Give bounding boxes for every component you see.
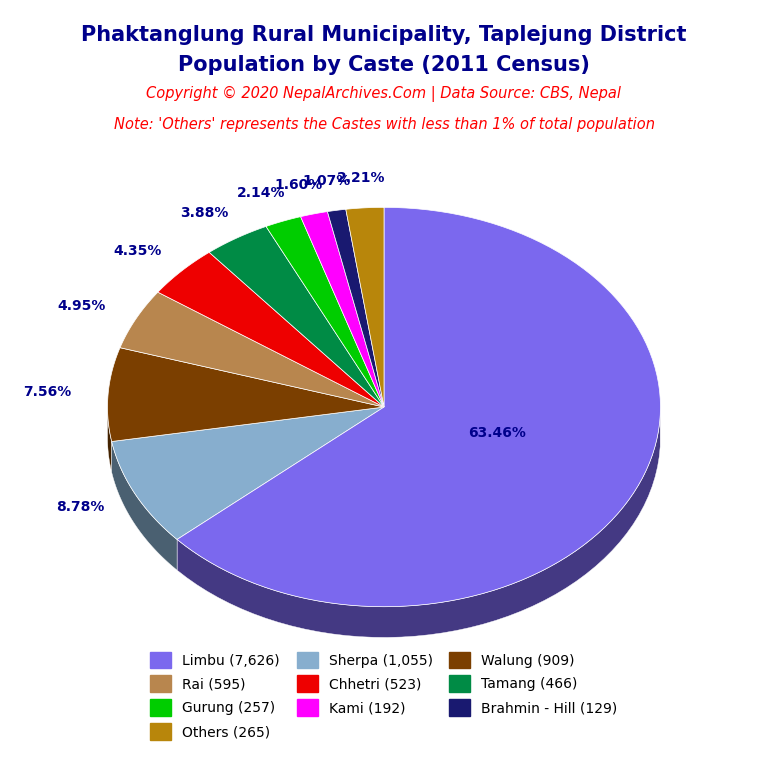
Text: 63.46%: 63.46% (468, 426, 526, 440)
Polygon shape (327, 209, 384, 407)
Polygon shape (300, 211, 384, 407)
Text: Note: 'Others' represents the Castes with less than 1% of total population: Note: 'Others' represents the Castes wit… (114, 117, 654, 132)
Text: 2.14%: 2.14% (237, 187, 285, 200)
Text: 8.78%: 8.78% (56, 500, 104, 514)
Polygon shape (177, 207, 660, 607)
Text: 1.60%: 1.60% (274, 178, 323, 192)
Polygon shape (111, 442, 177, 570)
Text: 4.95%: 4.95% (57, 299, 105, 313)
Text: 7.56%: 7.56% (23, 386, 71, 399)
Text: Population by Caste (2011 Census): Population by Caste (2011 Census) (178, 55, 590, 75)
Polygon shape (108, 348, 384, 442)
Legend: Limbu (7,626), Rai (595), Gurung (257), Others (265), Sherpa (1,055), Chhetri (5: Limbu (7,626), Rai (595), Gurung (257), … (145, 646, 623, 746)
Text: 3.88%: 3.88% (180, 206, 228, 220)
Text: 4.35%: 4.35% (113, 243, 161, 257)
Polygon shape (108, 408, 111, 472)
Polygon shape (177, 416, 660, 637)
Text: 1.07%: 1.07% (302, 174, 350, 188)
Polygon shape (120, 292, 384, 407)
Text: 2.21%: 2.21% (336, 171, 385, 185)
Text: Phaktanglung Rural Municipality, Taplejung District: Phaktanglung Rural Municipality, Tapleju… (81, 25, 687, 45)
Polygon shape (111, 407, 384, 539)
Polygon shape (266, 217, 384, 407)
Polygon shape (209, 227, 384, 407)
Text: Copyright © 2020 NepalArchives.Com | Data Source: CBS, Nepal: Copyright © 2020 NepalArchives.Com | Dat… (147, 86, 621, 101)
Polygon shape (346, 207, 384, 407)
Polygon shape (158, 253, 384, 407)
